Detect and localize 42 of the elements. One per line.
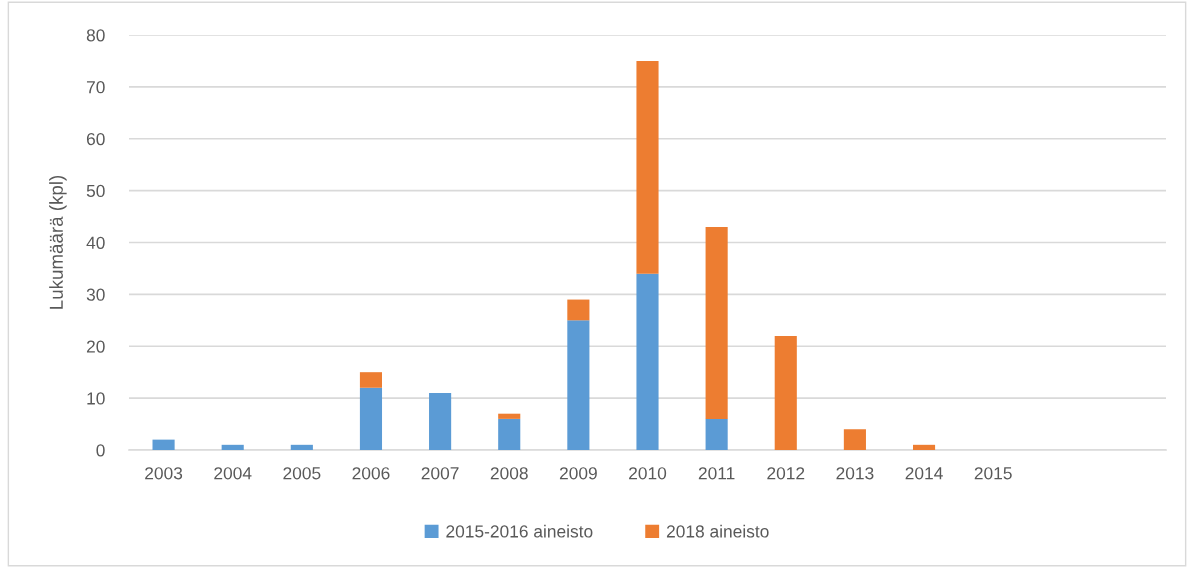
bar (774, 335, 797, 450)
x-tick-label: 2008 (490, 467, 528, 480)
legend-label: 2018 aineisto (666, 524, 769, 538)
x-tick-label: 2014 (905, 467, 943, 480)
bar (705, 226, 728, 419)
bar (843, 429, 866, 450)
y-tick-label: 60 (86, 132, 105, 146)
x-tick-label: 2007 (421, 467, 459, 480)
y-tick-label: 80 (86, 29, 105, 42)
y-tick-label: 20 (86, 340, 105, 353)
y-tick-label: 70 (86, 81, 105, 94)
x-tick-label: 2013 (836, 467, 874, 480)
bar (567, 299, 590, 321)
bar (498, 418, 521, 450)
y-tick-label: 50 (86, 184, 105, 198)
bar (359, 372, 383, 388)
y-tick-label: 40 (86, 236, 105, 249)
y-tick-label: 0 (96, 444, 105, 457)
bar (705, 418, 728, 450)
bar (221, 444, 244, 450)
y-tick-label: 30 (86, 288, 105, 301)
bar (359, 387, 383, 450)
x-tick-label: 2009 (559, 467, 597, 480)
bar (498, 413, 521, 419)
x-tick-label: 2005 (283, 467, 321, 480)
x-tick-label: 2004 (214, 467, 252, 480)
bar (152, 439, 175, 450)
bar (636, 60, 659, 274)
y-tick-label: 10 (87, 392, 105, 405)
bar (636, 273, 659, 450)
x-tick-label: 2006 (352, 467, 390, 480)
x-tick-label: 2012 (767, 467, 805, 480)
legend-label: 2015-2016 aineisto (446, 524, 593, 538)
x-tick-label: 2015 (974, 467, 1012, 480)
bar (567, 320, 590, 450)
x-tick-label: 2011 (698, 467, 735, 480)
bar (290, 444, 313, 450)
x-tick-label: 2003 (145, 467, 183, 480)
bar (429, 392, 452, 450)
bar (912, 444, 936, 450)
y-axis-title: Lukumäärä (kpl) (49, 175, 67, 309)
x-tick-label: 2010 (629, 467, 667, 480)
